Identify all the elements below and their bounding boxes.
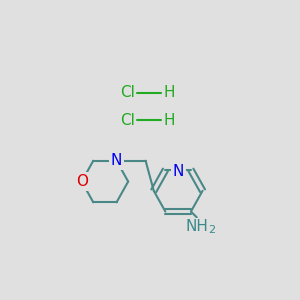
Text: N: N	[111, 153, 122, 168]
Text: H: H	[163, 113, 175, 128]
Text: N: N	[172, 164, 184, 178]
Text: Cl: Cl	[120, 113, 135, 128]
Text: NH: NH	[185, 219, 208, 234]
Text: O: O	[76, 174, 88, 189]
Text: 2: 2	[208, 225, 215, 235]
Text: H: H	[163, 85, 175, 100]
Text: Cl: Cl	[120, 85, 135, 100]
